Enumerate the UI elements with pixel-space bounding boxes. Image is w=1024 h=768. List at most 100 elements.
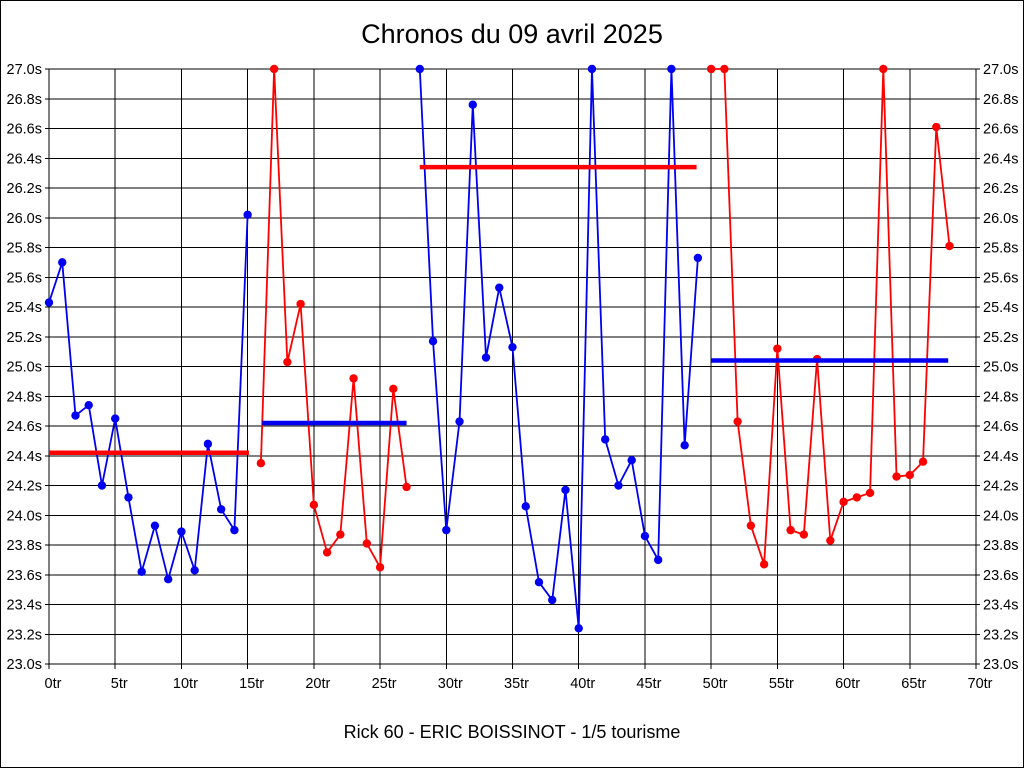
y-axis-label-right: 26.4s (983, 151, 1018, 167)
stint-4-red-point (852, 493, 862, 502)
stint-3-blue-point (561, 485, 570, 495)
y-axis-label-left: 26.4s (7, 151, 42, 167)
stint-3-blue-point (640, 531, 650, 541)
x-axis-label: 15tr (239, 676, 264, 692)
y-axis-label-left: 25.6s (7, 270, 42, 286)
y-axis-label-left: 27.0s (7, 62, 42, 78)
stint-1-blue-line (48, 214, 249, 581)
stint-2-red-point (349, 374, 358, 383)
stint-4-red-point (799, 530, 809, 539)
stint-4-red-point (839, 497, 848, 507)
y-axis-label-left: 23.4s (7, 598, 42, 614)
stint-4-red-point (918, 457, 928, 466)
stint-3-blue-point (693, 253, 703, 263)
y-axis-label-left: 23.0s (7, 657, 42, 673)
y-axis-label-left: 25.4s (7, 300, 42, 316)
y-axis-label-right: 25.6s (983, 270, 1018, 286)
y-axis-label-left: 26.2s (7, 181, 42, 197)
stint-2-red-point (336, 530, 345, 539)
stint-2-red-point (269, 64, 279, 74)
stint-2-red-point (309, 500, 319, 510)
stint-2-red-point (256, 458, 266, 468)
stint-4-red-point (865, 488, 875, 498)
stint-3-blue-point (614, 481, 623, 490)
stint-4-red-point (879, 64, 888, 74)
stint-4-red-point (706, 64, 716, 74)
y-axis-label-right: 25.2s (983, 330, 1018, 346)
y-axis-label-right: 26.0s (983, 211, 1018, 227)
stint-1-blue-point (230, 525, 239, 535)
stint-1-blue-point (44, 298, 54, 307)
y-axis-label-left: 26.6s (7, 122, 42, 138)
y-axis-label-left: 24.6s (7, 419, 42, 435)
stint-3-blue-point (521, 502, 530, 511)
stint-3-blue-point (574, 624, 583, 633)
stint-1-blue-point (190, 566, 199, 575)
stint-4-red-point (773, 344, 782, 353)
y-axis-label-right: 25.0s (983, 360, 1018, 376)
y-axis-label-right: 24.0s (983, 508, 1018, 524)
stint-2-red-point (375, 563, 385, 572)
x-axis-label: 50tr (703, 676, 728, 692)
y-axis-label-left: 23.6s (7, 568, 42, 584)
x-axis-label: 65tr (901, 676, 926, 692)
stint-3-blue-point (508, 342, 517, 352)
x-axis-label: 5tr (111, 676, 128, 692)
stint-2-red-point (389, 384, 398, 394)
stint-1-blue-point (150, 521, 160, 530)
stint-2-red-point (296, 299, 305, 309)
y-axis-label-left: 24.4s (7, 449, 42, 465)
stint-3-blue-point (468, 100, 477, 109)
x-axis-label: 30tr (438, 676, 463, 692)
x-axis-label: 25tr (372, 676, 397, 692)
stint-4-red-point (826, 536, 835, 545)
stint-3-blue-point (455, 417, 464, 426)
stint-1-blue-point (163, 575, 173, 584)
y-axis-label-left: 26.8s (7, 92, 42, 108)
y-axis-label-right: 24.4s (983, 449, 1018, 465)
y-axis-label-right: 26.2s (983, 181, 1018, 197)
stint-1-blue-point (124, 493, 133, 502)
x-axis-label: 60tr (835, 676, 860, 692)
stint-3-blue-point (415, 64, 424, 74)
y-axis-label-right: 23.0s (983, 657, 1018, 673)
stint-4-red-point (720, 64, 729, 74)
stint-2-red-line (259, 68, 408, 569)
y-axis-label-left: 25.0s (7, 360, 42, 376)
y-axis-label-left: 24.8s (7, 389, 42, 405)
stint-3-blue-point (587, 64, 597, 74)
stint-3-blue-point (442, 525, 451, 535)
y-axis-label-right: 24.6s (983, 419, 1018, 435)
stint-1-blue-point (243, 210, 252, 219)
y-axis-label-left: 26.0s (7, 211, 42, 227)
y-axis-label-left: 23.2s (7, 627, 42, 643)
stint-4-red-point (733, 417, 742, 426)
stint-1-blue-point (177, 527, 186, 536)
stint-3-blue-point (667, 64, 676, 74)
stint-3-blue-line (418, 68, 699, 630)
y-axis-label-right: 26.6s (983, 122, 1018, 138)
x-axis-label: 40tr (570, 676, 595, 692)
stint-3-blue-point (548, 595, 557, 605)
stint-4-red-point (905, 470, 914, 480)
y-axis-label-right: 23.6s (983, 568, 1018, 584)
y-axis-label-right: 25.4s (983, 300, 1018, 316)
stint-3-blue-point (495, 283, 504, 292)
y-axis-label-left: 24.0s (7, 508, 42, 524)
x-axis-label: 0tr (45, 676, 62, 692)
stint-1-blue-point (216, 505, 226, 514)
y-axis-label-right: 24.2s (983, 479, 1018, 495)
stint-1-blue-point (58, 258, 67, 267)
stint-1-blue-point (84, 400, 93, 410)
stint-2-red-point (362, 539, 372, 548)
stint-3-blue-point (601, 435, 610, 444)
x-axis-label: 45tr (636, 676, 661, 692)
y-axis-label-right: 23.2s (983, 627, 1018, 643)
y-axis-label-left: 25.8s (7, 241, 42, 257)
y-axis-label-right: 25.8s (983, 241, 1018, 257)
stint-4-red-point (746, 521, 756, 530)
chart-title: Chronos du 09 avril 2025 (361, 19, 663, 49)
stint-4-red-point (932, 122, 941, 132)
